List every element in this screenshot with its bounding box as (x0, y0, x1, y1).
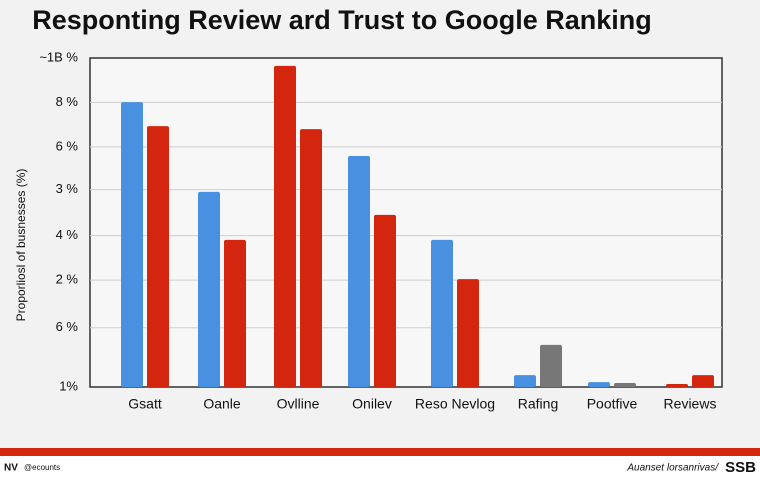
x-tick-label: Reviews (664, 396, 717, 412)
x-tick-label: Pootfive (587, 396, 638, 412)
y-axis-label: Proporliosl of busnesses (%) (14, 169, 28, 322)
x-tick-label: Reso Nevlog (415, 396, 495, 412)
chart-title: Responting Review ard Trust to Google Ra… (32, 5, 652, 35)
bar (147, 126, 169, 387)
bar (457, 279, 479, 387)
y-tick-label: 1% (59, 378, 78, 393)
footer-right: Auanset lorsanrivas/ (626, 463, 719, 474)
x-tick-label: Gsatt (128, 396, 162, 412)
bar (514, 375, 536, 387)
y-tick-label: 6 % (56, 319, 79, 334)
plot-area (89, 57, 723, 388)
bar (198, 191, 220, 387)
bar (431, 239, 453, 387)
bar (666, 384, 688, 387)
footer-brand: SSB (725, 459, 756, 476)
bar (348, 156, 370, 387)
footer-band (0, 448, 760, 456)
y-tick-label: 3 % (56, 181, 79, 196)
y-tick-label: 4 % (56, 227, 79, 242)
bar (300, 129, 322, 387)
bar (614, 383, 636, 387)
footer-left: @ecounts (24, 463, 60, 472)
y-tick-label: 8 % (56, 94, 79, 109)
bar (692, 375, 714, 387)
x-tick-label: Rafing (518, 396, 558, 412)
y-tick-label: 6 % (56, 138, 79, 153)
bar (374, 214, 396, 387)
bar (588, 382, 610, 387)
bar (540, 344, 562, 387)
y-tick-label: 2 % (56, 272, 79, 287)
x-tick-label: Onilev (352, 396, 392, 412)
y-tick-label: ~1B % (39, 49, 78, 64)
bar (121, 102, 143, 387)
footer (0, 456, 760, 480)
x-tick-label: Ovlline (277, 396, 320, 412)
footer-logo: NV (4, 463, 18, 474)
bar (274, 65, 296, 388)
bar (224, 239, 246, 387)
x-tick-label: Oanle (203, 396, 241, 412)
